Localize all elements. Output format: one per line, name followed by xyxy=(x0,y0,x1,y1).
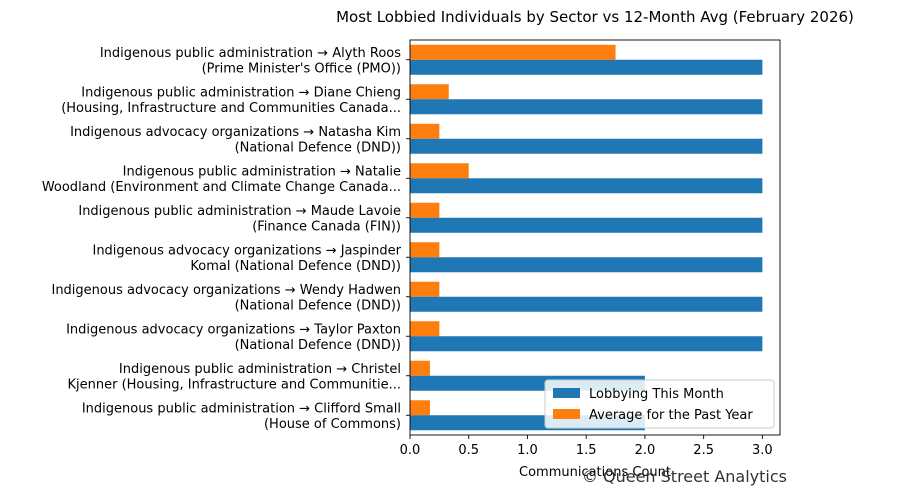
bar-average-past-year xyxy=(410,44,616,60)
bar-average-past-year xyxy=(410,400,430,416)
bar-average-past-year xyxy=(410,202,440,218)
x-tick-label: 0.5 xyxy=(458,443,479,458)
bar-average-past-year xyxy=(410,281,440,297)
y-tick-label: Indigenous public administration → Maude… xyxy=(78,204,401,235)
chart-title: Most Lobbied Individuals by Sector vs 12… xyxy=(336,8,854,26)
bar-lobbying-this-month xyxy=(410,178,763,194)
x-tick-label: 0.0 xyxy=(400,443,421,458)
bar-lobbying-this-month xyxy=(410,257,763,273)
plot-frame xyxy=(409,39,781,436)
legend-swatch xyxy=(553,388,580,398)
legend-label: Lobbying This Month xyxy=(589,387,724,402)
x-tick-label: 2.0 xyxy=(635,443,656,458)
x-tick-label: 2.5 xyxy=(693,443,714,458)
y-tick-label: Indigenous public administration → Diane… xyxy=(61,85,401,116)
y-tick-label: Indigenous advocacy organizations → Wend… xyxy=(51,283,401,314)
bar-average-past-year xyxy=(410,242,440,258)
legend: Lobbying This Month Average for the Past … xyxy=(544,379,775,429)
bar-lobbying-this-month xyxy=(410,99,763,115)
watermark: © Queen Street Analytics xyxy=(582,467,787,486)
bar-average-past-year xyxy=(410,360,430,376)
bar-lobbying-this-month xyxy=(410,59,763,75)
y-tick-label: Indigenous advocacy organizations → Tayl… xyxy=(66,322,401,353)
y-tick-label: Indigenous public administration → Cliff… xyxy=(82,401,401,432)
y-tick-label: Indigenous advocacy organizations → Nata… xyxy=(70,125,401,156)
legend-label: Average for the Past Year xyxy=(589,408,753,423)
x-tick-label: 1.0 xyxy=(517,443,538,458)
y-tick-label: Indigenous advocacy organizations → Jasp… xyxy=(92,243,401,274)
bar-average-past-year xyxy=(410,84,449,100)
bar-lobbying-this-month xyxy=(410,217,763,233)
bars-group xyxy=(410,44,763,431)
bar-lobbying-this-month xyxy=(410,336,763,352)
y-tick-labels: Indigenous public administration → Alyth… xyxy=(42,46,410,432)
y-tick-label: Indigenous public administration → Alyth… xyxy=(100,46,401,77)
y-tick-label: Indigenous public administration → Natal… xyxy=(42,164,401,195)
legend-box xyxy=(544,379,775,429)
x-axis-label: Communications Count xyxy=(519,465,671,480)
bar-lobbying-this-month xyxy=(410,138,763,154)
x-tick-label: 1.5 xyxy=(576,443,597,458)
x-tick-label: 3.0 xyxy=(752,443,773,458)
x-ticks: 0.0 0.5 1.0 1.5 2.0 2.5 3.0 xyxy=(400,435,773,458)
y-tick-label: Indigenous public administration → Chris… xyxy=(68,362,402,393)
bar-average-past-year xyxy=(410,123,440,139)
legend-swatch xyxy=(553,409,580,419)
bar-lobbying-this-month xyxy=(410,296,763,312)
bar-average-past-year xyxy=(410,163,469,179)
bar-average-past-year xyxy=(410,321,440,337)
